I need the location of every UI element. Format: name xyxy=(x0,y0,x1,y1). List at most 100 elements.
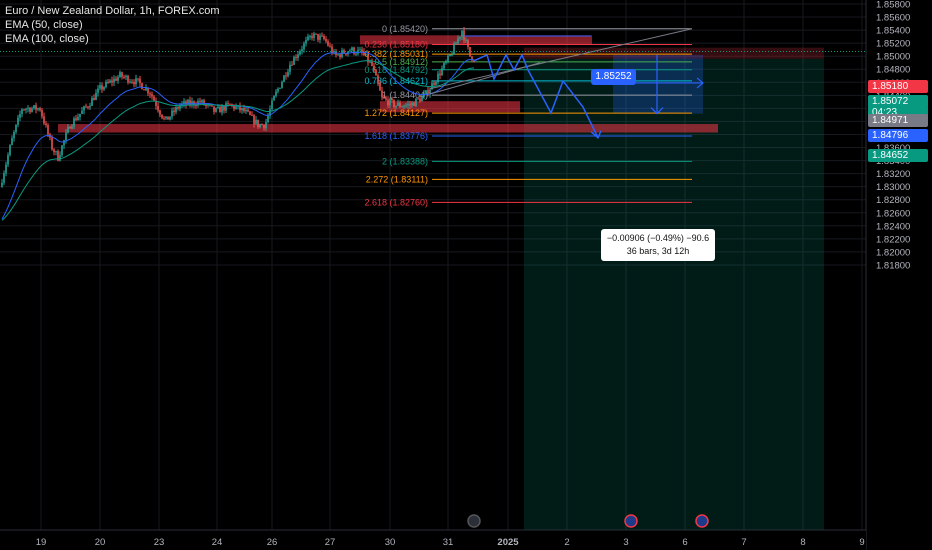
candle-body xyxy=(25,108,27,110)
candle-body xyxy=(257,119,259,128)
candle-body xyxy=(301,49,303,52)
candle-body xyxy=(111,80,113,83)
candle-body xyxy=(97,88,99,93)
candle-body xyxy=(467,40,469,47)
candle-body xyxy=(311,36,313,38)
candle-body xyxy=(309,36,311,38)
candle-body xyxy=(37,108,39,110)
projection-path[interactable] xyxy=(473,53,599,139)
candle-body xyxy=(221,106,223,113)
candle-body xyxy=(447,55,449,62)
candle-body xyxy=(269,109,271,116)
candle-body xyxy=(1,182,3,187)
candle-body xyxy=(469,46,471,57)
candle-body xyxy=(245,109,247,112)
calendar-event-icon[interactable] xyxy=(695,514,709,528)
candle-body xyxy=(465,40,467,42)
candle-body xyxy=(243,107,245,112)
time-tick: 3 xyxy=(623,537,628,548)
candle-body xyxy=(163,118,165,120)
price-tick: 1.83200 xyxy=(876,169,910,180)
candle-body xyxy=(407,104,409,106)
trend-channel-upper[interactable] xyxy=(429,28,693,90)
candle-body xyxy=(249,111,251,115)
time-tick: 31 xyxy=(443,537,454,548)
candle-body xyxy=(87,106,89,108)
candle-body xyxy=(327,41,329,46)
fib-label: 0.236 (1.85180) xyxy=(364,39,428,49)
candle-body xyxy=(329,45,331,47)
candle-body xyxy=(77,116,79,121)
candle-body xyxy=(251,114,253,116)
candle-body xyxy=(397,102,399,106)
candle-body xyxy=(247,109,249,112)
candle-body xyxy=(223,106,225,111)
candle-body xyxy=(241,107,243,111)
candle-body xyxy=(161,114,163,119)
candle-body xyxy=(471,56,473,61)
trend-channel-lower[interactable] xyxy=(429,62,541,95)
candle-body xyxy=(293,57,295,65)
candle-body xyxy=(175,107,177,113)
candle-body xyxy=(375,70,377,76)
calendar-event-icon[interactable] xyxy=(624,514,638,528)
candle-body xyxy=(333,51,335,54)
candle-body xyxy=(317,34,319,40)
candle-body xyxy=(299,51,301,55)
candle-body xyxy=(435,81,437,85)
candle-body xyxy=(165,116,167,119)
candle-body xyxy=(93,98,95,101)
fib-label: 0.5 (1.84912) xyxy=(374,57,428,67)
candle-body xyxy=(395,105,397,107)
candle-body xyxy=(9,145,11,156)
demand-zone[interactable] xyxy=(380,101,520,113)
price-tag: 1.84796 xyxy=(868,129,928,142)
target-zone[interactable] xyxy=(524,58,824,530)
price-tag: 1.84971 xyxy=(868,114,928,127)
ema100-line[interactable] xyxy=(1,60,475,221)
fib-label: 2.618 (1.82760) xyxy=(364,197,428,207)
candle-body xyxy=(315,33,317,35)
candle-body xyxy=(441,68,443,76)
stop-zone[interactable] xyxy=(524,47,824,59)
candle-body xyxy=(379,83,381,91)
candle-body xyxy=(213,106,215,112)
price-label-box[interactable]: 1.85252 xyxy=(591,69,636,85)
candle-body xyxy=(81,110,83,114)
candle-body xyxy=(47,125,49,135)
candle-body xyxy=(449,54,451,56)
candle-body xyxy=(13,131,15,139)
price-tick: 1.83000 xyxy=(876,182,910,193)
candle-body xyxy=(107,81,109,83)
measure-arrowhead-h xyxy=(696,77,704,89)
candle-body xyxy=(201,100,203,103)
candle-body xyxy=(169,116,171,120)
candle-body xyxy=(85,106,87,108)
candle-body xyxy=(373,65,375,71)
candle-body xyxy=(231,104,233,106)
candle-body xyxy=(217,106,219,109)
candle-body xyxy=(365,54,367,56)
fib-label: 1 (1.84404) xyxy=(382,90,428,100)
candle-body xyxy=(185,101,187,105)
supply-zone[interactable] xyxy=(360,35,592,45)
candle-body xyxy=(233,105,235,109)
candle-body xyxy=(283,75,285,82)
candle-body xyxy=(331,46,333,54)
time-tick: 2025 xyxy=(497,537,519,548)
candle-body xyxy=(21,109,23,115)
candle-body xyxy=(157,105,159,111)
support-zone[interactable] xyxy=(58,124,718,133)
fib-label: 1.618 (1.83776) xyxy=(364,131,428,141)
candle-body xyxy=(461,30,463,37)
candle-body xyxy=(127,75,129,83)
time-axis[interactable] xyxy=(0,530,866,550)
candle-body xyxy=(417,98,419,100)
candle-body xyxy=(55,151,57,153)
flash-event-icon[interactable] xyxy=(467,514,481,528)
candle-body xyxy=(99,85,101,89)
candle-body xyxy=(303,43,305,50)
candles[interactable] xyxy=(1,27,475,188)
price-tick: 1.82000 xyxy=(876,247,910,258)
